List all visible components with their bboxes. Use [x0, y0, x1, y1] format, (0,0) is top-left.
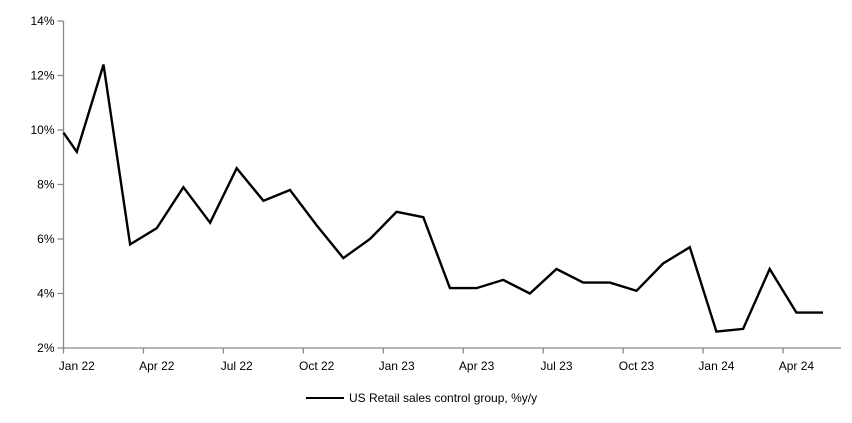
- y-tick-label: 12%: [30, 69, 54, 83]
- y-tick-label: 8%: [37, 178, 55, 192]
- x-axis-labels: Jan 22 Apr 22 Jul 22 Oct 22 Jan 23 Apr 23 Jul …: [59, 359, 815, 373]
- y-axis-labels: 2% 4% 6% 8% 10% 12% 14%: [30, 14, 54, 355]
- x-axis-ticks: [62, 348, 784, 354]
- legend: US Retail sales control group, %y/y: [306, 391, 537, 405]
- x-tick-label: Apr 24: [779, 359, 815, 373]
- x-tick-label: Jul 23: [541, 359, 573, 373]
- x-tick-label: Oct 22: [299, 359, 335, 373]
- y-tick-label: 6%: [37, 232, 55, 246]
- x-tick-label: Jan 23: [379, 359, 415, 373]
- y-tick-label: 2%: [37, 341, 55, 355]
- x-tick-label: Apr 23: [459, 359, 495, 373]
- x-tick-label: Jul 22: [221, 359, 253, 373]
- y-tick-label: 10%: [30, 123, 54, 137]
- x-tick-label: Jan 22: [59, 359, 95, 373]
- legend-label: US Retail sales control group, %y/y: [349, 391, 537, 405]
- y-axis-ticks: [57, 20, 64, 349]
- x-tick-label: Oct 23: [619, 359, 655, 373]
- y-tick-label: 14%: [30, 14, 54, 28]
- series-line-us-retail-control: [62, 64, 823, 333]
- x-tick-label: Apr 22: [139, 359, 175, 373]
- x-tick-label: Jan 24: [698, 359, 734, 373]
- y-tick-label: 4%: [37, 287, 55, 301]
